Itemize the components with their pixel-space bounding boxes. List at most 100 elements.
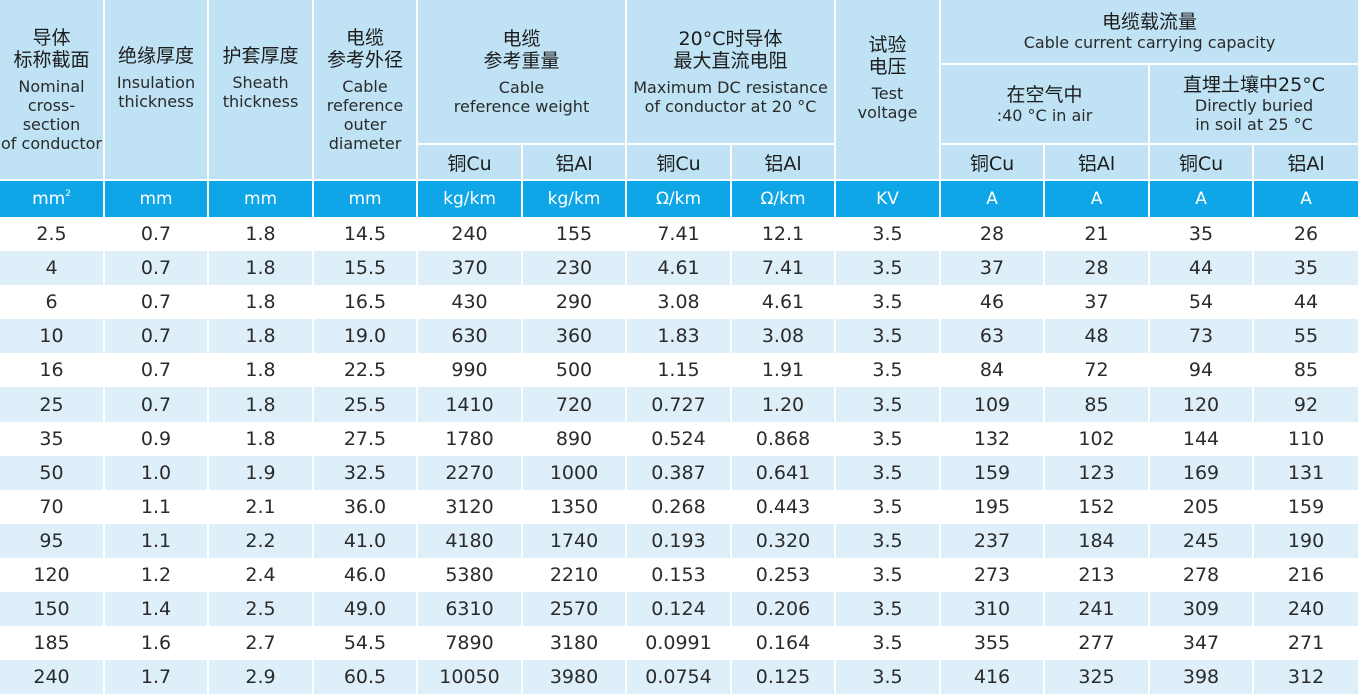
table-cell: 630 bbox=[417, 319, 523, 354]
table-cell: 0.443 bbox=[731, 489, 837, 524]
unit-cell: KV bbox=[835, 180, 942, 217]
table-cell: 6310 bbox=[417, 592, 523, 627]
header-air-cu: 铜Cu bbox=[940, 144, 1046, 181]
header-reference-weight: 电缆 参考重量 Cable reference weight bbox=[417, 0, 627, 145]
table-cell: 109 bbox=[940, 387, 1046, 422]
table-cell: 85 bbox=[1253, 353, 1358, 388]
table-cell: 3.5 bbox=[835, 626, 942, 661]
table-cell: 0.193 bbox=[626, 523, 732, 558]
header-in-air: 在空气中 :40 °C in air bbox=[940, 64, 1151, 145]
header-buried-cu: 铜Cu bbox=[1149, 144, 1255, 181]
table-cell: 360 bbox=[522, 319, 627, 354]
table-cell: 0.253 bbox=[731, 557, 837, 593]
table-cell: 3.08 bbox=[626, 285, 732, 320]
table-cell: 7.41 bbox=[731, 251, 837, 286]
table-cell: 1.2 bbox=[104, 557, 209, 593]
table-cell: 0.9 bbox=[104, 421, 209, 456]
table-cell: 205 bbox=[1149, 489, 1255, 524]
table-cell: 46.0 bbox=[313, 557, 418, 593]
table-cell: 2.4 bbox=[208, 557, 314, 593]
table-cell: 240 bbox=[1253, 592, 1358, 627]
table-cell: 16 bbox=[0, 353, 105, 388]
table-row: 240 1.7 2.9 60.5 10050 3980 0.0754 0.125 3.5 416 3… bbox=[0, 660, 1358, 695]
table-cell: 0.320 bbox=[731, 523, 837, 558]
table-cell: 500 bbox=[522, 353, 627, 388]
header-resistance-cu: 铜Cu bbox=[626, 144, 732, 181]
table-cell: 3120 bbox=[417, 489, 523, 524]
header-air-al: 铝Al bbox=[1044, 144, 1151, 181]
table-cell: 102 bbox=[1044, 421, 1151, 456]
table-cell: 195 bbox=[940, 489, 1046, 524]
table-cell: 26 bbox=[1253, 217, 1358, 252]
table-cell: 213 bbox=[1044, 557, 1151, 593]
table-cell: 120 bbox=[1149, 387, 1255, 422]
table-row: 10 0.7 1.8 19.0 630 360 1.83 3.08 3.5 63 48 73 55 bbox=[0, 319, 1358, 354]
table-cell: 44 bbox=[1253, 285, 1358, 320]
table-cell: 4.61 bbox=[626, 251, 732, 286]
table-cell: 1.8 bbox=[208, 217, 314, 252]
table-cell: 278 bbox=[1149, 557, 1255, 593]
unit-superscript: 2 bbox=[65, 189, 71, 199]
table-cell: 190 bbox=[1253, 523, 1358, 558]
unit-cell: kg/km bbox=[522, 180, 627, 217]
table-cell: 1.4 bbox=[104, 592, 209, 627]
table-cell: 22.5 bbox=[313, 353, 418, 388]
table-cell: 0.727 bbox=[626, 387, 732, 422]
table-cell: 277 bbox=[1044, 626, 1151, 661]
table-cell: 132 bbox=[940, 421, 1046, 456]
unit-cell: A bbox=[1149, 180, 1255, 217]
table-cell: 35 bbox=[1253, 251, 1358, 286]
table-cell: 273 bbox=[940, 557, 1046, 593]
table-cell: 0.868 bbox=[731, 421, 837, 456]
table-cell: 3.08 bbox=[731, 319, 837, 354]
table-row: 95 1.1 2.2 41.0 4180 1740 0.193 0.320 3.5 237 184 2… bbox=[0, 523, 1358, 558]
table-cell: 3.5 bbox=[835, 489, 942, 524]
table-cell: 35 bbox=[0, 421, 105, 456]
table-cell: 0.7 bbox=[104, 387, 209, 422]
table-cell: 12.1 bbox=[731, 217, 837, 252]
units-row: mm2 mm mm mm kg/km kg/km Ω/km Ω/km KV A A A A bbox=[0, 180, 1358, 217]
table-cell: 237 bbox=[940, 523, 1046, 558]
table-cell: 72 bbox=[1044, 353, 1151, 388]
table-cell: 309 bbox=[1149, 592, 1255, 627]
table-cell: 2.2 bbox=[208, 523, 314, 558]
unit-cell: mm bbox=[208, 180, 314, 217]
table-cell: 3.5 bbox=[835, 660, 942, 695]
table-cell: 0.0991 bbox=[626, 626, 732, 661]
table-cell: 155 bbox=[522, 217, 627, 252]
table-cell: 0.641 bbox=[731, 455, 837, 490]
table-cell: 0.164 bbox=[731, 626, 837, 661]
table-cell: 15.5 bbox=[313, 251, 418, 286]
table-cell: 0.125 bbox=[731, 660, 837, 695]
table-header: 导体 标称截面 Nominal cross-section of conduct… bbox=[0, 0, 1358, 181]
table-cell: 1350 bbox=[522, 489, 627, 524]
table-cell: 73 bbox=[1149, 319, 1255, 354]
table-cell: 1.20 bbox=[731, 387, 837, 422]
table-cell: 27.5 bbox=[313, 421, 418, 456]
header-insulation-thickness: 绝缘厚度 Insulation thickness bbox=[104, 0, 209, 181]
table-cell: 110 bbox=[1253, 421, 1358, 456]
table-cell: 7.41 bbox=[626, 217, 732, 252]
table-body: 2.5 0.7 1.8 14.5 240 155 7.41 12.1 3.5 28 21 35 26 4 0… bbox=[0, 217, 1358, 695]
table-cell: 3.5 bbox=[835, 285, 942, 320]
table-cell: 49.0 bbox=[313, 592, 418, 627]
table-cell: 0.524 bbox=[626, 421, 732, 456]
table-cell: 0.0754 bbox=[626, 660, 732, 695]
table-cell: 41.0 bbox=[313, 523, 418, 558]
table-cell: 44 bbox=[1149, 251, 1255, 286]
table-cell: 54.5 bbox=[313, 626, 418, 661]
table-cell: 28 bbox=[940, 217, 1046, 252]
table-cell: 0.387 bbox=[626, 455, 732, 490]
table-row: 50 1.0 1.9 32.5 2270 1000 0.387 0.641 3.5 159 123 1… bbox=[0, 455, 1358, 490]
table-cell: 1780 bbox=[417, 421, 523, 456]
table-cell: 3.5 bbox=[835, 557, 942, 593]
table-cell: 3.5 bbox=[835, 319, 942, 354]
table-row: 25 0.7 1.8 25.5 1410 720 0.727 1.20 3.5 109 85 120 9… bbox=[0, 387, 1358, 422]
header-buried-al: 铝Al bbox=[1253, 144, 1358, 181]
table-cell: 2.1 bbox=[208, 489, 314, 524]
table-cell: 184 bbox=[1044, 523, 1151, 558]
table-cell: 150 bbox=[0, 592, 105, 627]
table-cell: 1.1 bbox=[104, 523, 209, 558]
table-cell: 63 bbox=[940, 319, 1046, 354]
